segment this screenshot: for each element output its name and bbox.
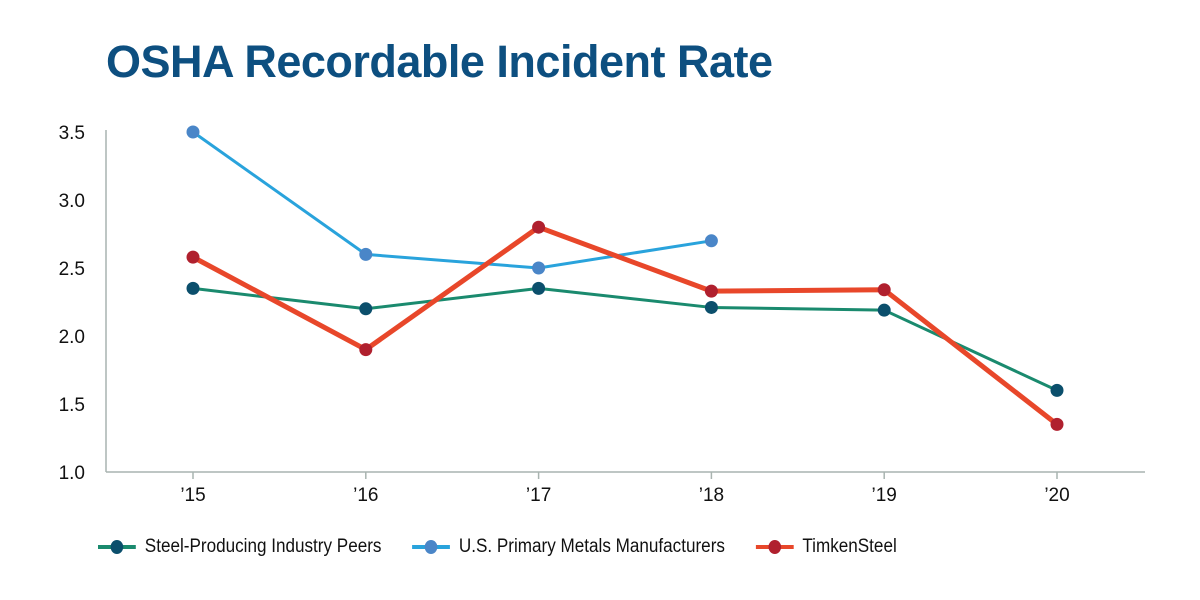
data-point — [532, 261, 546, 275]
y-tick-label: 3.5 — [59, 123, 85, 144]
legend-swatch — [98, 540, 136, 554]
data-point — [532, 220, 546, 234]
legend: Steel-Producing Industry Peers U.S. Prima… — [98, 536, 927, 558]
series-line — [192, 130, 712, 270]
legend-item: U.S. Primary Metals Manufacturers — [412, 536, 725, 558]
legend-item: Steel-Producing Industry Peers — [98, 536, 381, 558]
data-point — [704, 300, 718, 314]
data-point — [359, 247, 373, 261]
data-point — [704, 284, 718, 298]
series-group — [186, 125, 1064, 431]
data-point — [532, 281, 546, 295]
x-tick-label: ’16 — [353, 485, 378, 506]
chart-title: OSHA Recordable Incident Rate — [106, 36, 773, 87]
legend-label: Steel-Producing Industry Peers — [144, 536, 382, 557]
x-tick-label: ’15 — [180, 485, 205, 506]
y-tick-label: 3.0 — [59, 191, 85, 212]
legend-swatch — [755, 540, 794, 554]
axes: 1.0 1.5 2.0 2.5 3.0 3.5 ’15 ’16 ’17 ’18 ’19 ’20 — [59, 123, 1145, 506]
y-tick-label: 1.0 — [59, 463, 85, 484]
x-tick-label: ’19 — [872, 485, 897, 506]
legend-label: TimkenSteel — [802, 536, 897, 557]
series-line — [192, 286, 1058, 392]
data-point — [359, 343, 373, 357]
x-tick-label: ’20 — [1044, 485, 1069, 506]
series-line — [191, 224, 1059, 427]
y-tick-label: 2.5 — [59, 259, 85, 280]
data-point — [877, 283, 891, 297]
x-tick-label: ’18 — [699, 485, 724, 506]
data-point — [186, 125, 200, 139]
data-point — [704, 234, 718, 248]
y-tick-label: 1.5 — [59, 395, 85, 416]
data-point — [877, 303, 891, 317]
y-tick-label: 2.0 — [59, 327, 85, 348]
legend-item: TimkenSteel — [755, 536, 897, 558]
data-point — [186, 281, 200, 295]
data-point — [186, 250, 200, 264]
legend-label: U.S. Primary Metals Manufacturers — [458, 536, 725, 557]
legend-swatch — [412, 540, 450, 554]
data-point — [1050, 383, 1064, 397]
data-point — [1050, 417, 1064, 431]
x-tick-label: ’17 — [526, 485, 551, 506]
data-point — [359, 302, 373, 316]
